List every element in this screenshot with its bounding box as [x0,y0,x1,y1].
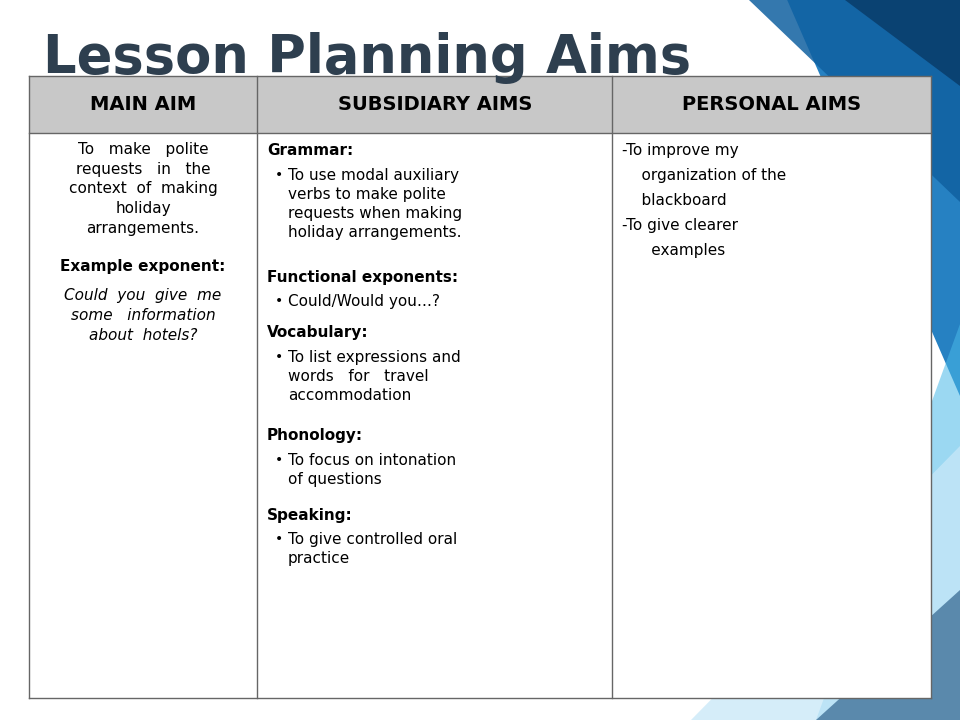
Text: SUBSIDIARY AIMS: SUBSIDIARY AIMS [338,95,532,114]
Text: To focus on intonation
of questions: To focus on intonation of questions [288,453,456,487]
Text: Grammar:: Grammar: [267,143,353,158]
FancyBboxPatch shape [29,76,931,133]
Text: -To give clearer: -To give clearer [622,218,738,233]
Polygon shape [845,0,960,86]
Text: Could  you  give  me
some   information
about  hotels?: Could you give me some information about… [64,288,222,343]
Text: •: • [275,168,283,181]
Text: •: • [275,532,283,546]
Polygon shape [576,324,960,720]
Text: •: • [275,350,283,364]
Text: MAIN AIM: MAIN AIM [90,95,196,114]
Text: PERSONAL AIMS: PERSONAL AIMS [683,95,861,114]
Text: Functional exponents:: Functional exponents: [267,270,458,285]
Polygon shape [816,590,960,720]
Text: Lesson Planning Aims: Lesson Planning Aims [43,32,691,84]
Text: examples: examples [622,243,726,258]
Polygon shape [691,446,960,720]
Text: To give controlled oral
practice: To give controlled oral practice [288,532,457,567]
Polygon shape [528,274,883,562]
Text: blackboard: blackboard [622,193,727,208]
Text: -To improve my: -To improve my [622,143,738,158]
Text: Speaking:: Speaking: [267,508,352,523]
Text: To use modal auxiliary
verbs to make polite
requests when making
holiday arrange: To use modal auxiliary verbs to make pol… [288,168,462,240]
Text: Phonology:: Phonology: [267,428,363,444]
Text: •: • [275,453,283,467]
Text: Vocabulary:: Vocabulary: [267,325,369,341]
Text: organization of the: organization of the [622,168,786,183]
Text: Could/Would you…?: Could/Would you…? [288,294,440,310]
Polygon shape [595,432,912,677]
Polygon shape [749,0,960,202]
FancyBboxPatch shape [29,133,931,698]
Text: To list expressions and
words   for   travel
accommodation: To list expressions and words for travel… [288,350,461,403]
Text: Example exponent:: Example exponent: [60,259,226,274]
Text: To   make   polite
requests   in   the
context  of  making
holiday
arrangements.: To make polite requests in the context o… [69,142,217,236]
Polygon shape [653,0,960,396]
Text: •: • [275,294,283,308]
